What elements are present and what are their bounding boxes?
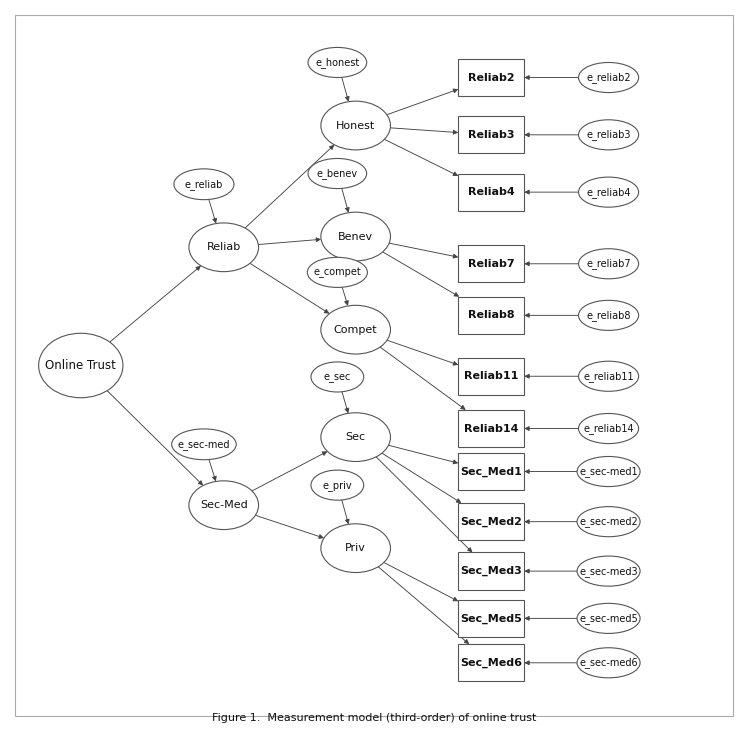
- FancyBboxPatch shape: [459, 245, 524, 282]
- Text: Sec_Med6: Sec_Med6: [460, 658, 522, 668]
- Ellipse shape: [578, 414, 639, 444]
- Ellipse shape: [577, 648, 640, 678]
- Text: Sec_Med2: Sec_Med2: [460, 517, 522, 527]
- Ellipse shape: [577, 507, 640, 537]
- Text: Online Trust: Online Trust: [46, 359, 116, 372]
- Text: e_compet: e_compet: [313, 267, 361, 278]
- Ellipse shape: [578, 300, 639, 330]
- Text: e_sec-med: e_sec-med: [178, 439, 230, 450]
- Text: Reliab11: Reliab11: [464, 371, 518, 382]
- Text: e_reliab2: e_reliab2: [586, 72, 631, 83]
- Text: Sec: Sec: [346, 432, 366, 442]
- Text: e_benev: e_benev: [317, 168, 358, 179]
- Ellipse shape: [321, 413, 390, 461]
- FancyBboxPatch shape: [459, 116, 524, 154]
- Ellipse shape: [577, 456, 640, 487]
- FancyBboxPatch shape: [459, 357, 524, 395]
- Ellipse shape: [174, 169, 234, 200]
- Ellipse shape: [189, 481, 259, 529]
- Text: e_reliab3: e_reliab3: [586, 129, 631, 140]
- Ellipse shape: [39, 333, 123, 398]
- Text: e_reliab14: e_reliab14: [583, 423, 634, 434]
- FancyBboxPatch shape: [459, 453, 524, 491]
- Ellipse shape: [189, 223, 259, 272]
- FancyBboxPatch shape: [459, 410, 524, 447]
- Text: e_honest: e_honest: [315, 57, 360, 68]
- Ellipse shape: [578, 120, 639, 150]
- FancyBboxPatch shape: [459, 173, 524, 211]
- FancyBboxPatch shape: [459, 297, 524, 334]
- Text: Compet: Compet: [334, 325, 378, 335]
- Text: e_sec-med5: e_sec-med5: [579, 613, 638, 624]
- Text: Reliab7: Reliab7: [468, 259, 515, 269]
- Ellipse shape: [311, 470, 364, 500]
- Text: Figure 1.  Measurement model (third-order) of online trust: Figure 1. Measurement model (third-order…: [212, 713, 536, 723]
- Text: e_reliab7: e_reliab7: [586, 258, 631, 269]
- Ellipse shape: [172, 429, 236, 460]
- FancyBboxPatch shape: [459, 553, 524, 590]
- Ellipse shape: [308, 48, 367, 77]
- Text: e_sec: e_sec: [324, 372, 351, 382]
- Text: Sec_Med3: Sec_Med3: [461, 566, 522, 576]
- Ellipse shape: [578, 177, 639, 207]
- Text: Sec_Med1: Sec_Med1: [460, 466, 522, 477]
- FancyBboxPatch shape: [459, 599, 524, 637]
- Text: Priv: Priv: [346, 543, 366, 553]
- Text: e_sec-med2: e_sec-med2: [579, 516, 638, 527]
- Ellipse shape: [321, 101, 390, 150]
- Text: Sec-Med: Sec-Med: [200, 500, 248, 510]
- Text: Reliab4: Reliab4: [468, 187, 515, 197]
- Ellipse shape: [311, 362, 364, 392]
- Text: e_sec-med1: e_sec-med1: [579, 466, 638, 477]
- Ellipse shape: [321, 212, 390, 261]
- Text: Reliab14: Reliab14: [464, 423, 518, 433]
- Text: e_reliab4: e_reliab4: [586, 186, 631, 197]
- Text: e_sec-med6: e_sec-med6: [579, 657, 638, 668]
- Text: Honest: Honest: [336, 121, 375, 131]
- Ellipse shape: [577, 556, 640, 586]
- Ellipse shape: [307, 257, 367, 287]
- Text: Sec_Med5: Sec_Med5: [461, 613, 522, 624]
- FancyBboxPatch shape: [459, 59, 524, 96]
- Text: e_reliab11: e_reliab11: [583, 371, 634, 382]
- Ellipse shape: [321, 306, 390, 354]
- Text: e_sec-med3: e_sec-med3: [579, 566, 638, 577]
- FancyBboxPatch shape: [459, 644, 524, 681]
- Ellipse shape: [578, 361, 639, 391]
- Text: Reliab3: Reliab3: [468, 130, 515, 140]
- Text: Benev: Benev: [338, 232, 373, 241]
- FancyBboxPatch shape: [459, 503, 524, 540]
- Ellipse shape: [577, 603, 640, 634]
- Text: Reliab: Reliab: [206, 242, 241, 252]
- Ellipse shape: [321, 524, 390, 572]
- Text: Reliab2: Reliab2: [468, 72, 515, 83]
- Text: e_reliab: e_reliab: [185, 179, 223, 190]
- Text: Reliab8: Reliab8: [468, 311, 515, 320]
- Ellipse shape: [308, 159, 367, 189]
- Ellipse shape: [578, 62, 639, 93]
- Text: e_priv: e_priv: [322, 480, 352, 491]
- Ellipse shape: [578, 249, 639, 279]
- Text: e_reliab8: e_reliab8: [586, 310, 631, 321]
